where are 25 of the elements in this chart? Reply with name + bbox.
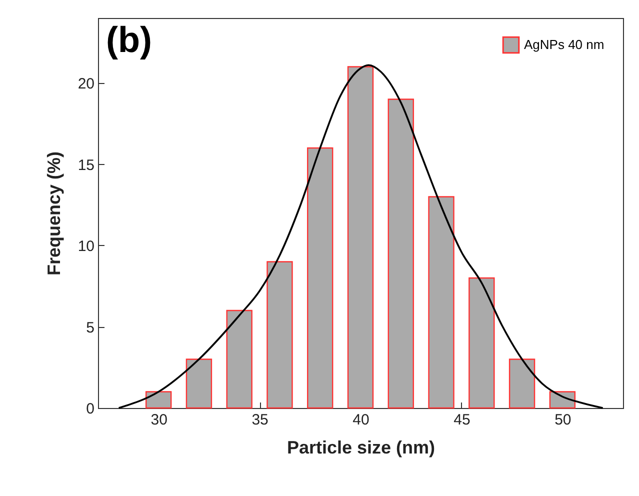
bar <box>508 358 536 409</box>
y-tick-label: 15 <box>78 156 94 174</box>
bar <box>388 98 414 409</box>
bar <box>468 277 495 409</box>
bar <box>266 261 293 409</box>
bar <box>186 358 212 409</box>
x-tick-label: 40 <box>352 412 370 428</box>
x-tick-label: 50 <box>554 412 572 428</box>
annotation: (b) <box>106 19 152 60</box>
x-tick-label: 35 <box>252 412 268 428</box>
legend-label: AgNPs 40 nm <box>524 37 604 52</box>
y-tick-label: 20 <box>78 76 94 92</box>
x-tick-label: 45 <box>454 412 470 428</box>
y-tick-label: 10 <box>78 238 94 255</box>
y-tick-label: 0 <box>86 400 94 418</box>
bar <box>307 147 334 409</box>
bar <box>347 66 374 409</box>
bar <box>428 196 454 409</box>
x-tick-label: 30 <box>150 412 168 428</box>
bar <box>145 391 172 409</box>
y-axis-title: Frequency (%) <box>44 151 64 276</box>
line-series <box>118 64 604 409</box>
y-tick-label: 5 <box>86 319 94 336</box>
bar <box>226 310 252 409</box>
x-axis-title: Particle size (nm) <box>286 438 436 458</box>
